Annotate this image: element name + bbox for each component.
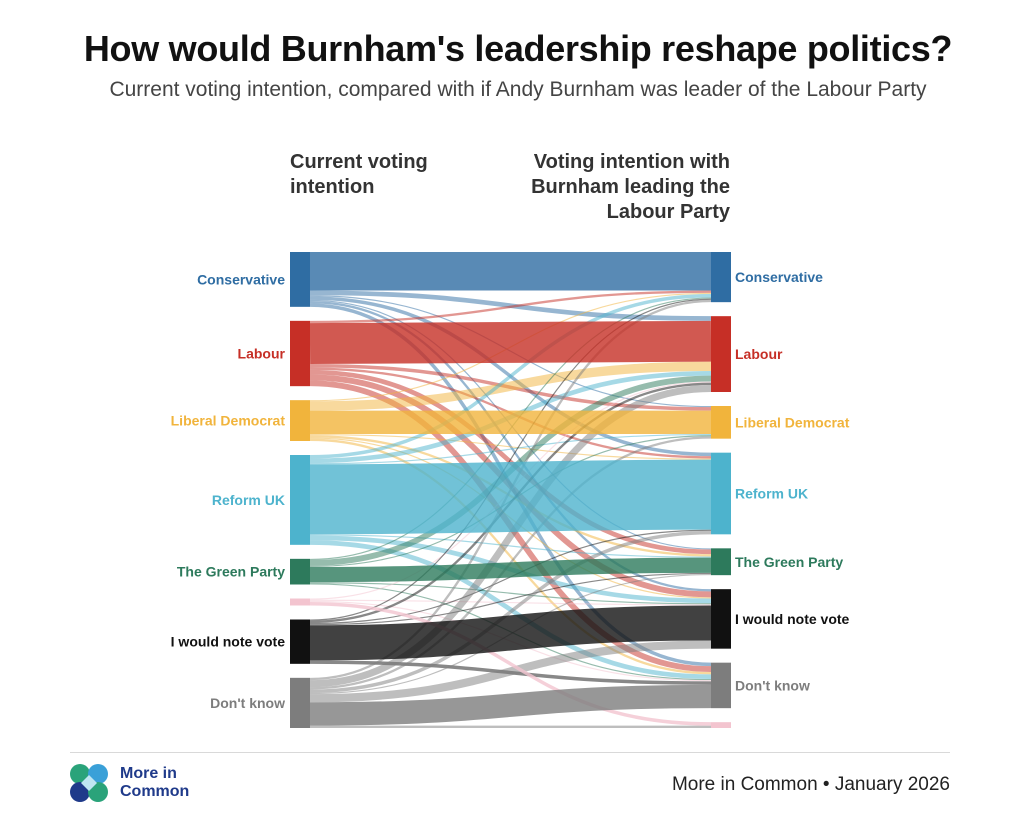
left-label-don-t-know: Don't know [210,695,285,711]
right-node-liberal-democrat [711,406,731,439]
right-node-conservative [711,252,731,303]
flow-labour-to-labour [309,320,712,364]
chart-title: How would Burnham's leadership reshape p… [83,28,953,69]
flow-liberal-democrat-to-labour [309,361,712,411]
left-node-the-green-party [290,558,310,585]
flow-labour-to-conservative [309,290,712,324]
flow-liberal-democrat-to-don-t-know [309,438,712,675]
flow-reform-uk-to-conservative [309,294,712,459]
flow-i-would-note-vote-to-i-would-note-vote [309,605,712,661]
left-label-i-would-note-vote: I would note vote [171,634,286,650]
right-label-reform-uk: Reform UK [735,486,808,502]
left-label-conservative: Conservative [197,271,285,287]
flow-the-green-party-to-i-would-note-vote [309,582,712,605]
right-node-reform-uk [711,452,731,535]
flow-i-would-note-vote-to-conservative [309,298,712,621]
left-node-labour [290,320,310,387]
right-node-labour [711,316,731,392]
left-node-other [290,598,310,606]
left-node-conservative [290,252,310,307]
left-column-header: Current voting intention [290,151,428,198]
flow-other-to-other [309,602,712,726]
right-label-the-green-party: The Green Party [735,554,843,570]
flow-other-to-i-would-note-vote [309,599,712,606]
flow-don-t-know-to-reform-uk [309,530,712,693]
flow-reform-uk-to-don-t-know [309,540,712,680]
right-node-i-would-note-vote [711,589,731,649]
flow-liberal-democrat-to-reform-uk [309,433,712,460]
flow-don-t-know-to-i-would-note-vote [309,640,712,703]
left-node-reform-uk [290,455,310,545]
flow-reform-uk-to-the-green-party [309,534,712,558]
right-label-don-t-know: Don't know [735,677,810,693]
right-label-labour: Labour [735,346,783,362]
right-label-liberal-democrat: Liberal Democrat [735,414,850,430]
right-node-don-t-know [711,662,731,709]
flow-the-green-party-to-the-green-party [309,557,712,583]
left-label-reform-uk: Reform UK [212,492,285,508]
left-label-the-green-party: The Green Party [177,564,285,580]
left-node-don-t-know [290,677,310,728]
left-node-liberal-democrat [290,400,310,441]
flow-don-t-know-to-labour [309,385,712,688]
right-column-header: Voting intention with Burnham leading th… [531,151,730,223]
right-label-conservative: Conservative [735,269,823,285]
flow-i-would-note-vote-to-the-green-party [309,572,712,626]
chart-subtitle: Current voting intention, compared with … [109,78,927,101]
flow-reform-uk-to-reform-uk [309,459,712,535]
sankey-flows [309,251,712,728]
left-node-i-would-note-vote [290,619,310,664]
sankey-nodes [290,252,731,728]
sankey-labels: Conservative Labour Liberal Democrat Reform… [171,269,850,711]
flow-reform-uk-to-liberal-democrat [309,433,712,465]
right-node-the-green-party [711,548,731,576]
source-credit: More in Common • January 2026 [671,774,950,795]
more-in-common-logo-icon [70,764,108,802]
flow-don-t-know-to-don-t-know [309,684,712,726]
logo-text: More in Common [120,765,190,800]
right-node-other [711,722,731,728]
footer-divider [70,752,950,753]
right-label-i-would-note-vote: I would note vote [735,611,850,627]
left-label-liberal-democrat: Liberal Democrat [171,413,286,429]
left-label-labour: Labour [238,346,286,362]
